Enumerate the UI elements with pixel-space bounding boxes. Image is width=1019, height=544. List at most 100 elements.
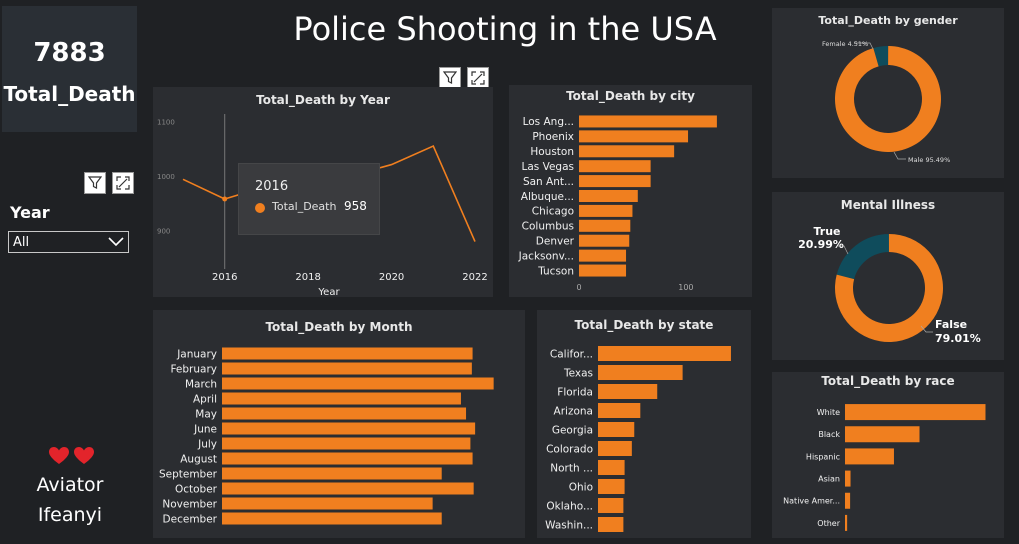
bar xyxy=(579,204,633,217)
category-label: Hispanic xyxy=(806,452,840,461)
bar xyxy=(598,365,683,380)
slice-label: True xyxy=(813,225,840,238)
leader-line xyxy=(893,151,906,160)
slicer-focus-button[interactable] xyxy=(112,172,134,194)
category-label: Denver xyxy=(536,236,575,248)
hearts xyxy=(49,447,95,469)
filter-icon xyxy=(443,71,457,84)
tooltip-year: 2016 xyxy=(255,179,289,194)
year-slicer-dropdown[interactable]: All xyxy=(8,231,129,253)
mental-illness-donut-chart[interactable]: Mental Illness True 20.99% False 79.01% xyxy=(772,192,1004,360)
donut-slice xyxy=(835,234,943,342)
category-label: Washin... xyxy=(545,519,593,531)
bar xyxy=(598,346,731,361)
month-bar-chart[interactable]: Total_Death by Month January February Marc… xyxy=(153,310,525,538)
category-label: Arizona xyxy=(554,405,593,417)
category-label: October xyxy=(175,483,218,495)
bar xyxy=(222,482,474,495)
bar xyxy=(579,115,717,128)
year-line-chart[interactable]: Total_Death by Year 900 1000 1100 2016 2018 2… xyxy=(153,87,493,297)
category-label: May xyxy=(195,408,217,420)
bar xyxy=(222,347,473,360)
bar xyxy=(579,219,631,232)
slice-label: Female 4.51% xyxy=(822,40,868,48)
bar xyxy=(845,514,848,531)
bar xyxy=(598,384,658,399)
bar xyxy=(598,460,625,475)
bar xyxy=(845,492,851,509)
category-label: July xyxy=(197,438,217,450)
bar xyxy=(579,190,638,202)
tooltip-value: 958 xyxy=(344,199,367,213)
donut-slice xyxy=(835,46,941,152)
tooltip: 2016 Total_Death 958 xyxy=(238,163,380,235)
bar xyxy=(598,479,625,494)
chart-filter-button[interactable] xyxy=(439,67,461,89)
data-point xyxy=(222,196,228,202)
chevron-down-icon xyxy=(108,237,124,247)
category-label: Georgia xyxy=(552,424,593,436)
bar xyxy=(579,145,675,158)
category-label: September xyxy=(159,468,218,480)
city-bar-chart[interactable]: Total_Death by city Los Ang... Phoenix Hou… xyxy=(509,85,752,297)
category-label: North ... xyxy=(550,462,593,474)
donut-slice xyxy=(873,46,889,67)
bar xyxy=(579,130,689,143)
focus-mode-icon xyxy=(471,71,485,85)
bar xyxy=(845,426,920,443)
category-label: Other xyxy=(817,519,840,528)
tooltip-series-dot xyxy=(255,203,265,213)
bar xyxy=(579,264,627,277)
gender-donut-chart[interactable]: Total_Death by gender Female 4.51% Male 9… xyxy=(772,8,1004,178)
y-tick-label: 900 xyxy=(157,228,170,236)
chart-title: Total_Death by Month xyxy=(265,320,413,334)
kpi-card: 7883 Total_Death xyxy=(2,6,137,132)
x-axis-label: Year xyxy=(317,287,340,297)
category-label: Colorado xyxy=(546,443,593,455)
bar xyxy=(222,467,442,480)
category-label: Ohio xyxy=(569,481,593,493)
filter-icon xyxy=(88,176,102,189)
category-label: November xyxy=(162,498,217,510)
slice-value: 79.01% xyxy=(935,332,981,345)
bar xyxy=(222,497,433,510)
leader-line xyxy=(838,245,849,255)
bar xyxy=(222,437,471,450)
year-slicer-value: All xyxy=(13,235,30,250)
category-label: Oklaho... xyxy=(546,500,593,512)
bar xyxy=(598,403,641,418)
category-label: Los Ang... xyxy=(523,116,574,128)
heart-icon xyxy=(74,447,95,464)
tick-label: 100 xyxy=(678,283,693,292)
bar xyxy=(845,470,851,487)
chart-title: Total_Death by race xyxy=(821,374,955,388)
bar xyxy=(598,441,632,456)
bar xyxy=(598,498,624,513)
chart-focus-button[interactable] xyxy=(467,67,489,89)
slice-value: 20.99% xyxy=(798,238,844,251)
year-slicer-label: Year xyxy=(10,203,50,222)
y-tick-label: 1000 xyxy=(157,173,175,181)
category-label: Califor... xyxy=(550,348,593,360)
race-bar-chart[interactable]: Total_Death by race White Black Hispanic As… xyxy=(772,372,1004,538)
page-title: Police Shooting in the USA xyxy=(293,10,717,48)
category-label: Columbus xyxy=(522,221,574,233)
slice-label: Male 95.49% xyxy=(908,156,950,164)
x-tick-label: 2016 xyxy=(212,272,237,283)
x-tick-label: 2022 xyxy=(462,272,487,283)
y-tick-label: 1100 xyxy=(157,118,175,126)
category-label: White xyxy=(817,408,840,417)
x-tick-label: 2020 xyxy=(379,272,404,283)
bar xyxy=(579,249,627,262)
bar xyxy=(579,234,630,247)
bar xyxy=(845,448,894,465)
chart-title: Total_Death by gender xyxy=(818,14,958,27)
state-bar-chart[interactable]: Total_Death by state Califor... Texas Flor… xyxy=(537,310,751,538)
category-label: Native Amer... xyxy=(783,497,840,506)
donut-slice xyxy=(836,234,889,280)
bar xyxy=(222,407,467,420)
slicer-filter-button[interactable] xyxy=(84,172,106,194)
category-label: January xyxy=(176,348,217,360)
bar xyxy=(598,517,624,532)
heart-icon xyxy=(49,447,69,464)
